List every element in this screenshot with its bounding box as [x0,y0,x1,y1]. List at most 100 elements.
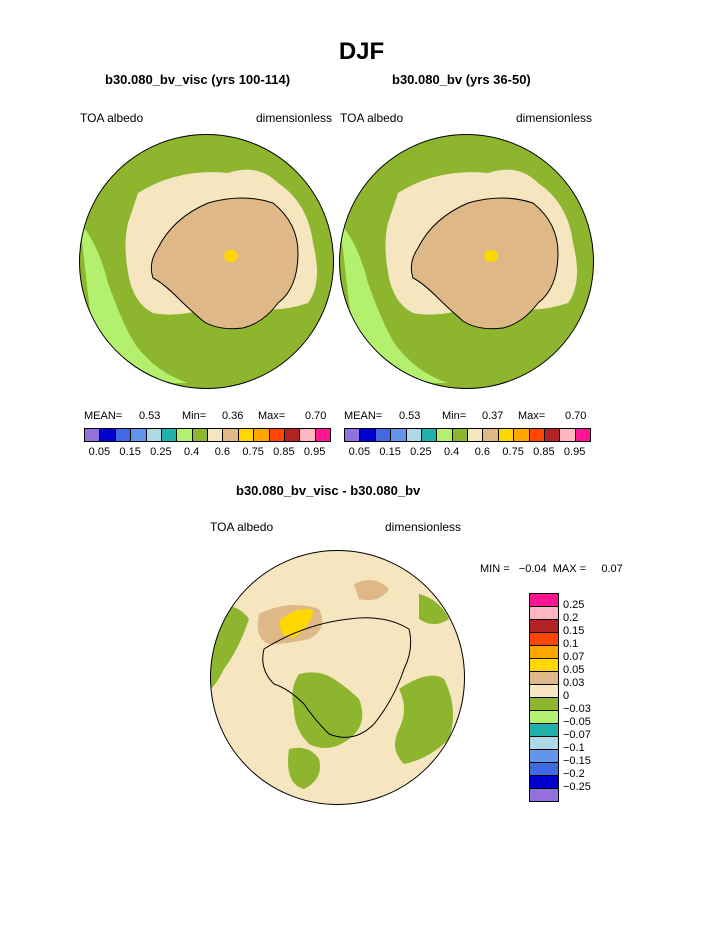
colorbar-tick-label: 0.15 [379,446,401,458]
colorbar-swatch [529,762,559,776]
colorbar-swatch [529,710,559,724]
panel2-colorbar-ticks: 0.05 0.15 0.25 0.4 0.6 0.75 0.85 0.95 [344,446,590,460]
panel1-mean-value: 0.53 [139,410,161,422]
colorbar-tick-label: 0.03 [563,677,585,689]
panel2-polar-map [339,134,594,389]
colorbar-tick-label: −0.2 [563,768,585,780]
colorbar-swatch [299,428,316,442]
panel2-min-label: Min= [442,410,467,422]
colorbar-swatch [529,723,559,737]
colorbar-tick-label: 0.95 [563,446,586,458]
colorbar-tick-label: 0.6 [474,446,491,458]
colorbar-swatch [529,632,559,646]
negative-diff-region [419,594,449,624]
colorbar-tick-label: 0.6 [214,446,231,458]
colorbar-tick-label: 0.25 [410,446,432,458]
colorbar-tick-label: 0.75 [242,446,264,458]
colorbar-tick-label: 0.05 [88,446,111,458]
colorbar-swatch [529,658,559,672]
colorbar-swatch [99,428,116,442]
colorbar-swatch [130,428,147,442]
panel1-min-label: Min= [182,410,207,422]
panel1-variable-label: TOA albedo [80,111,144,125]
colorbar-tick-label: −0.07 [563,729,591,741]
panel1-colorbar [84,428,331,442]
diff-units-label: dimensionless [385,520,462,534]
colorbar-tick-label: 0.25 [563,599,585,611]
panel1-max-label: Max= [258,410,286,422]
colorbar-swatch [529,619,559,633]
colorbar-tick-label: 0.05 [563,664,585,676]
colorbar-swatch [145,428,162,442]
colorbar-tick-label: 0.85 [273,446,295,458]
colorbar-swatch [344,428,361,442]
colorbar-swatch [467,428,484,442]
colorbar-swatch [314,428,331,442]
colorbar-tick-label: 0.07 [563,651,585,663]
colorbar-swatch [513,428,530,442]
colorbar-tick-label: 0.2 [563,612,579,624]
colorbar-tick-label: 0.1 [563,638,579,650]
peak-albedo-region [484,250,498,262]
colorbar-swatch [529,645,559,659]
colorbar-swatch [529,775,559,789]
colorbar-swatch [436,428,453,442]
colorbar-tick-label: −0.25 [563,781,591,793]
colorbar-swatch [482,428,499,442]
panel2-mean-value: 0.53 [399,410,421,422]
figure-title: DJF [338,38,385,65]
colorbar-swatch [191,428,208,442]
panel2-variable-label: TOA albedo [340,111,404,125]
colorbar-tick-label: 0.25 [150,446,172,458]
panel2-units-label: dimensionless [516,111,593,125]
colorbar-swatch [529,684,559,698]
colorbar-swatch [207,428,224,442]
panel1-mean-label: MEAN= [84,410,123,422]
colorbar-tick-label: 0.4 [183,446,200,458]
map-boundary [339,134,594,389]
map-boundary [79,134,334,389]
colorbar-tick-label: 0.05 [348,446,371,458]
colorbar-swatch [529,736,559,750]
colorbar-swatch [253,428,270,442]
colorbar-swatch [405,428,422,442]
panel1-colorbar-ticks: 0.05 0.15 0.25 0.4 0.6 0.75 0.85 0.95 [84,446,330,460]
panel1-max-value: 0.70 [305,410,327,422]
panel2-min-value: 0.37 [482,410,504,422]
panel2-mean-label: MEAN= [344,410,383,422]
colorbar-swatch [222,428,239,442]
negative-diff-region [288,747,320,789]
panel2-max-label: Max= [518,410,546,422]
antarctica-continent [150,197,299,330]
colorbar-swatch [529,593,559,607]
diff-variable-label: TOA albedo [210,520,274,534]
diff-colorbar-ticks: 0.25 0.2 0.15 0.1 0.07 0.05 0.03 0 −0.03 −0.05 −0.… [563,593,623,801]
panel2-colorbar [344,428,591,442]
colorbar-swatch [528,428,545,442]
colorbar-swatch [359,428,376,442]
colorbar-swatch [497,428,515,442]
colorbar-swatch [390,428,407,442]
colorbar-swatch [529,749,559,763]
colorbar-swatch [84,428,101,442]
colorbar-swatch [529,788,559,802]
colorbar-tick-label: 0.95 [303,446,326,458]
colorbar-swatch [529,671,559,685]
negative-diff-region [292,672,363,748]
colorbar-tick-label: 0.75 [502,446,524,458]
colorbar-swatch [114,428,132,442]
colorbar-swatch [529,606,559,620]
diff-min-max: MIN = −0.04 MAX = 0.07 [480,563,623,575]
panel1-min-value: 0.36 [222,410,244,422]
diff-colorbar [529,593,559,802]
map-boundary [210,550,465,805]
colorbar-swatch [176,428,193,442]
colorbar-swatch [268,428,285,442]
colorbar-tick-label: 0.15 [119,446,141,458]
peak-albedo-region [224,250,238,262]
peak-diff-region [279,608,314,638]
panel1-polar-map [79,134,334,389]
colorbar-tick-label: −0.15 [563,755,591,767]
colorbar-swatch [420,428,438,442]
colorbar-swatch [543,428,561,442]
